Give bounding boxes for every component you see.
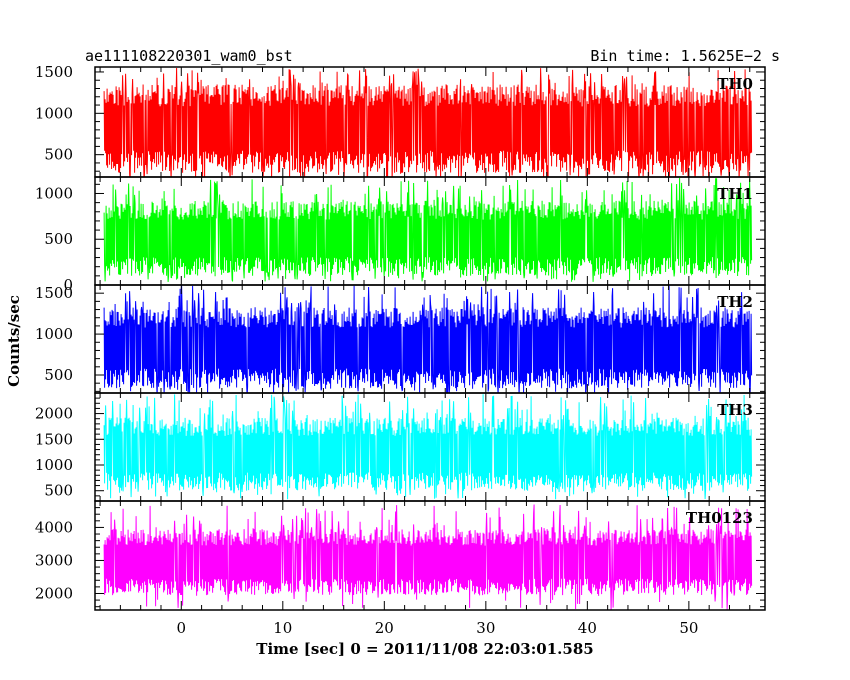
x-tick-label: 20 <box>375 619 394 637</box>
y-tick-label: 500 <box>44 482 73 500</box>
x-tick-label: 10 <box>273 619 292 637</box>
panel-th2: 500 1000 1500 TH2 <box>35 284 766 394</box>
x-axis: 0 10 20 30 40 50 <box>177 619 699 637</box>
y-tick-label: 500 <box>44 366 73 384</box>
y-tick-label: 1000 <box>35 325 73 343</box>
y-tick-label: 1500 <box>35 430 73 448</box>
y-tick-label: 1500 <box>35 63 73 81</box>
x-tick-label: 30 <box>476 619 495 637</box>
series-th3 <box>103 394 753 500</box>
y-tick-label: 3000 <box>35 551 73 569</box>
panel-th1: 0 500 1000 TH1 <box>35 176 766 294</box>
y-tick-label: 1500 <box>35 284 73 302</box>
x-tick-label: 50 <box>679 619 698 637</box>
y-tick-label: 500 <box>44 230 73 248</box>
y-tick-label: 2000 <box>35 405 73 423</box>
panel-label: TH0 <box>717 75 753 93</box>
x-tick-label: 0 <box>177 619 187 637</box>
y-tick-label: 0 <box>63 276 73 294</box>
observation-title: ae111108220301_wam0_bst <box>85 47 293 65</box>
y-tick-label: 1000 <box>35 456 73 474</box>
series-th1 <box>103 177 753 282</box>
panel-th0123: 2000 3000 4000 TH0123 <box>35 500 766 611</box>
y-tick-label: 2000 <box>35 584 73 602</box>
panel-th0: 500 1000 1500 TH0 <box>35 63 766 178</box>
panel-label: TH3 <box>717 401 753 419</box>
panel-frame <box>94 500 766 611</box>
y-tick-label: 500 <box>44 146 73 164</box>
bin-time-label: Bin time: 1.5625E−2 s <box>590 47 780 65</box>
panel-th3: 500 1000 1500 2000 TH3 <box>35 392 766 502</box>
series-th2 <box>103 285 753 393</box>
y-tick-label: 4000 <box>35 518 73 536</box>
panel-label: TH1 <box>717 185 753 203</box>
x-tick-label: 40 <box>578 619 597 637</box>
y-tick-label: 1000 <box>35 184 73 202</box>
panel-label: TH2 <box>717 293 753 311</box>
y-tick-label: 1000 <box>35 104 73 122</box>
series-th0 <box>103 67 753 177</box>
x-axis-label: Time [sec] 0 = 2011/11/08 22:03:01.585 <box>256 640 593 658</box>
panel-label: TH0123 <box>686 509 753 527</box>
y-axis-label: Counts/sec <box>5 295 23 387</box>
series-th0123 <box>103 504 753 610</box>
